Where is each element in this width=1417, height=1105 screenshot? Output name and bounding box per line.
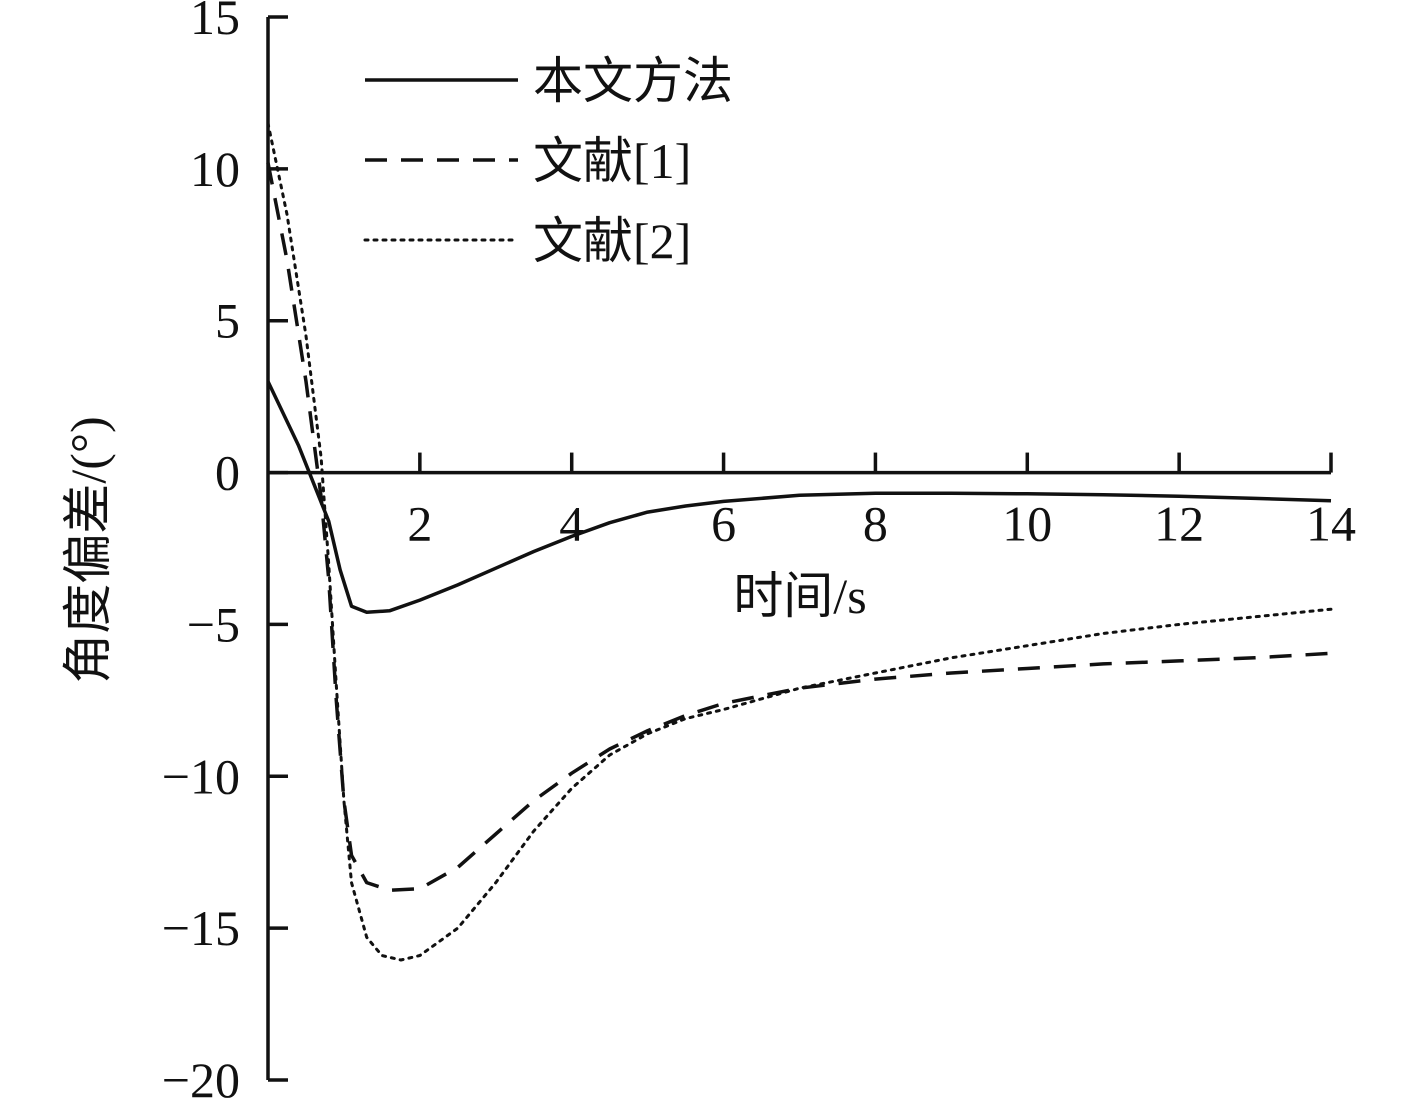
series-line-2 — [266, 162, 1332, 892]
axes — [266, 17, 1331, 1080]
y-tick-label: 15 — [190, 0, 240, 45]
y-tick-label: −10 — [162, 748, 240, 804]
x-tick-label: 14 — [1306, 496, 1356, 552]
x-tick-label: 2 — [407, 496, 432, 552]
y-tick-label: 5 — [215, 293, 240, 349]
y-tick-label: 10 — [190, 141, 240, 197]
legend-label-3: 文献[2] — [533, 213, 691, 269]
y-tick-label: −5 — [187, 596, 240, 652]
ticks: 15 10 5 0 −5 −10 −15 −20 2 4 6 8 10 12 14 — [162, 0, 1356, 1105]
x-tick-label: 6 — [711, 496, 736, 552]
y-tick-label: −20 — [162, 1052, 240, 1100]
y-axis-title: 角度偏差/(°) — [60, 416, 116, 683]
legend-label-2: 文献[1] — [533, 133, 691, 189]
x-tick-label: 4 — [559, 496, 584, 552]
x-axis-title: 时间/s — [733, 568, 866, 624]
x-tick-label: 12 — [1154, 496, 1204, 552]
x-tick-label: 8 — [863, 496, 888, 552]
legend-label-1: 本文方法 — [533, 53, 733, 109]
y-tick-label: −15 — [162, 900, 240, 956]
x-tick-label: 10 — [1002, 496, 1052, 552]
series-line-1 — [266, 380, 1332, 615]
series-line-3 — [266, 121, 1333, 962]
y-tick-label: 0 — [215, 445, 240, 501]
series — [266, 121, 1333, 962]
